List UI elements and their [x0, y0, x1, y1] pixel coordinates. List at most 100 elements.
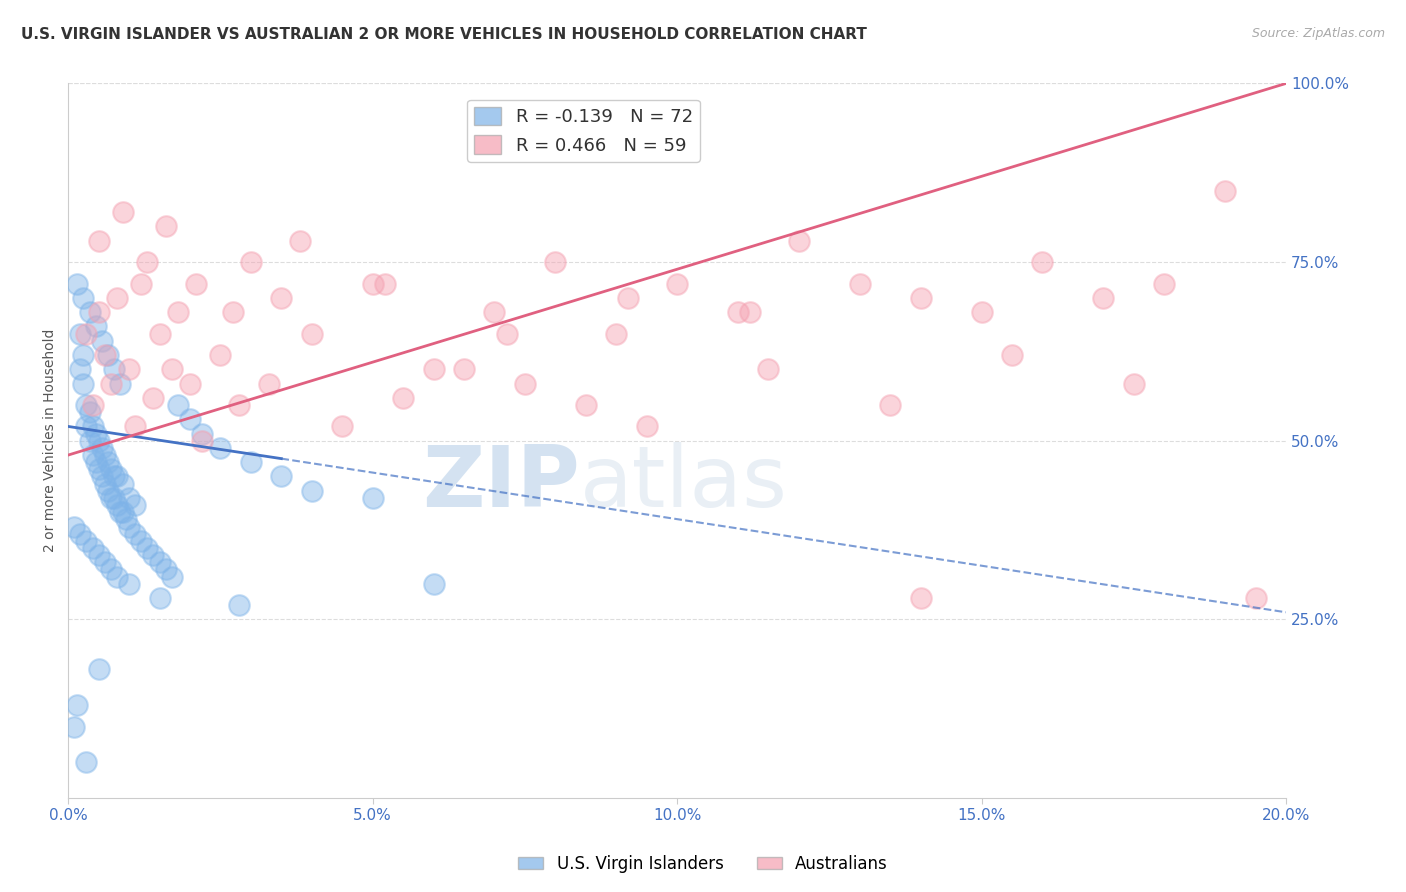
- Point: [112, 205, 135, 219]
- Point: [100, 376, 122, 391]
- Point: [97, 455, 120, 469]
- Point: [740, 305, 762, 319]
- Point: [179, 376, 201, 391]
- Point: [191, 426, 214, 441]
- Point: [63, 519, 86, 533]
- Point: [82, 419, 104, 434]
- Point: [160, 362, 183, 376]
- Point: [76, 419, 98, 434]
- Point: [82, 398, 104, 412]
- Point: [142, 391, 165, 405]
- Point: [94, 476, 117, 491]
- Point: [910, 291, 932, 305]
- Point: [66, 277, 89, 291]
- Point: [636, 419, 658, 434]
- Point: [1153, 277, 1175, 291]
- Point: [72, 291, 94, 305]
- Point: [87, 305, 110, 319]
- Point: [112, 476, 135, 491]
- Point: [1213, 184, 1236, 198]
- Point: [513, 376, 536, 391]
- Point: [66, 698, 89, 713]
- Point: [1244, 591, 1267, 605]
- Point: [848, 277, 870, 291]
- Point: [575, 398, 598, 412]
- Point: [239, 255, 262, 269]
- Point: [69, 326, 91, 341]
- Point: [970, 305, 993, 319]
- Point: [155, 219, 177, 234]
- Point: [142, 548, 165, 562]
- Point: [209, 348, 232, 362]
- Point: [72, 348, 94, 362]
- Text: ZIP: ZIP: [422, 442, 579, 525]
- Point: [118, 491, 141, 505]
- Point: [228, 398, 250, 412]
- Point: [69, 362, 91, 376]
- Point: [879, 398, 901, 412]
- Point: [82, 448, 104, 462]
- Point: [84, 426, 107, 441]
- Point: [76, 533, 98, 548]
- Point: [79, 305, 101, 319]
- Point: [118, 576, 141, 591]
- Point: [330, 419, 353, 434]
- Point: [118, 519, 141, 533]
- Point: [257, 376, 280, 391]
- Point: [90, 334, 112, 348]
- Point: [118, 362, 141, 376]
- Point: [79, 434, 101, 448]
- Point: [87, 548, 110, 562]
- Legend: U.S. Virgin Islanders, Australians: U.S. Virgin Islanders, Australians: [512, 848, 894, 880]
- Point: [103, 469, 125, 483]
- Point: [105, 291, 128, 305]
- Point: [787, 234, 810, 248]
- Point: [191, 434, 214, 448]
- Point: [221, 305, 243, 319]
- Y-axis label: 2 or more Vehicles in Household: 2 or more Vehicles in Household: [44, 329, 58, 552]
- Point: [148, 326, 170, 341]
- Point: [910, 591, 932, 605]
- Point: [544, 255, 567, 269]
- Point: [76, 326, 98, 341]
- Point: [124, 526, 146, 541]
- Point: [166, 305, 188, 319]
- Point: [1001, 348, 1024, 362]
- Point: [422, 576, 444, 591]
- Point: [155, 562, 177, 576]
- Point: [97, 483, 120, 498]
- Point: [108, 376, 131, 391]
- Point: [148, 591, 170, 605]
- Point: [727, 305, 749, 319]
- Point: [124, 498, 146, 512]
- Point: [160, 569, 183, 583]
- Point: [94, 348, 117, 362]
- Point: [76, 398, 98, 412]
- Point: [87, 462, 110, 476]
- Point: [79, 405, 101, 419]
- Point: [94, 448, 117, 462]
- Point: [100, 462, 122, 476]
- Point: [87, 434, 110, 448]
- Point: [166, 398, 188, 412]
- Point: [453, 362, 475, 376]
- Point: [617, 291, 640, 305]
- Text: U.S. VIRGIN ISLANDER VS AUSTRALIAN 2 OR MORE VEHICLES IN HOUSEHOLD CORRELATION C: U.S. VIRGIN ISLANDER VS AUSTRALIAN 2 OR …: [21, 27, 868, 42]
- Point: [82, 541, 104, 555]
- Point: [87, 662, 110, 676]
- Point: [129, 277, 152, 291]
- Point: [179, 412, 201, 426]
- Point: [148, 555, 170, 569]
- Point: [76, 756, 98, 770]
- Point: [103, 362, 125, 376]
- Point: [69, 526, 91, 541]
- Point: [97, 348, 120, 362]
- Point: [758, 362, 780, 376]
- Point: [84, 319, 107, 334]
- Point: [239, 455, 262, 469]
- Point: [288, 234, 311, 248]
- Point: [63, 720, 86, 734]
- Point: [100, 562, 122, 576]
- Point: [90, 469, 112, 483]
- Point: [484, 305, 506, 319]
